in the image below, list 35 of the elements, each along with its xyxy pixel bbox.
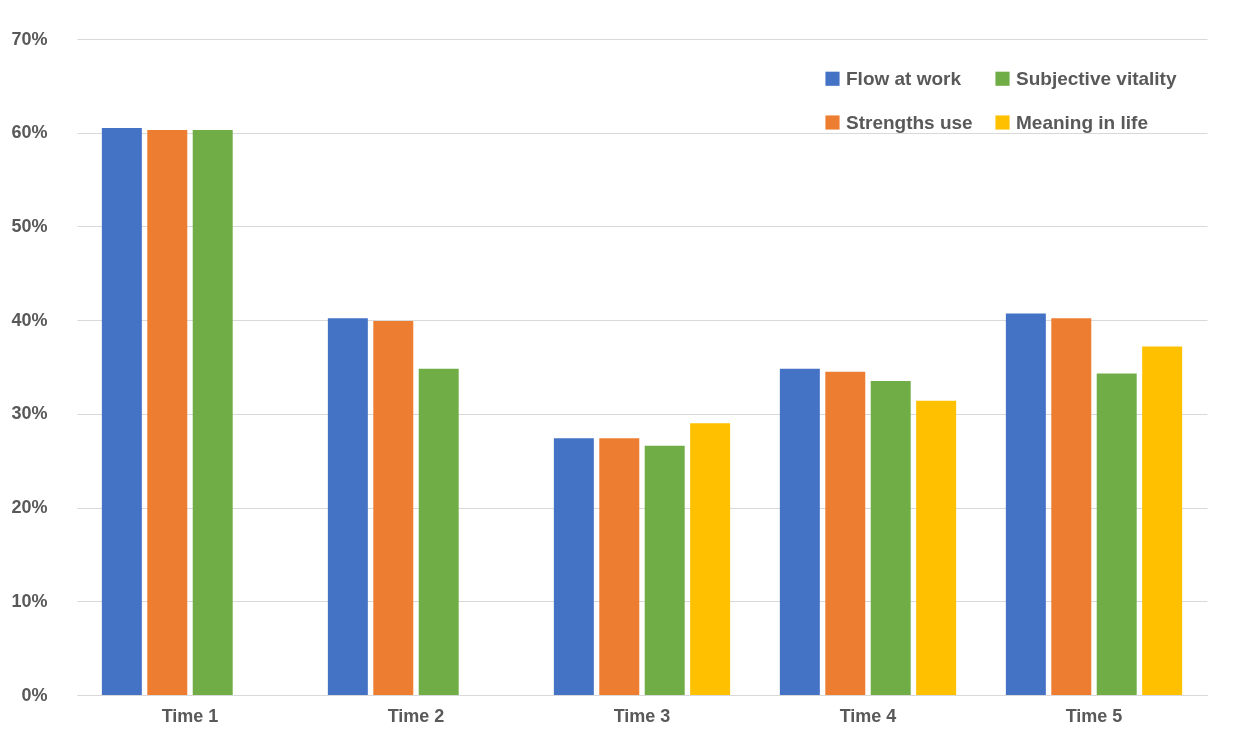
bar (599, 438, 640, 695)
legend-label: Subjective vitality (1016, 67, 1177, 89)
bar (192, 129, 233, 695)
bar (327, 318, 368, 695)
y-tick-label: 20% (11, 497, 48, 518)
x-tick-label: Time 1 (161, 705, 219, 726)
bar (1142, 346, 1183, 695)
bar (825, 371, 866, 695)
x-tick-label: Time 4 (839, 705, 897, 726)
y-tick-label: 10% (11, 590, 48, 611)
bar (870, 381, 911, 695)
legend-label: Strengths use (846, 111, 973, 133)
x-tick-label: Time 5 (1065, 705, 1123, 726)
bar (779, 368, 820, 695)
legend-label: Meaning in life (1016, 111, 1148, 133)
bar (1005, 313, 1046, 695)
y-tick-label: 0% (21, 684, 48, 705)
bar (1051, 318, 1092, 695)
bar (644, 445, 685, 695)
y-tick-label: 40% (11, 309, 48, 330)
bar (418, 368, 459, 695)
legend-label: Flow at work (846, 67, 962, 89)
bar (373, 321, 414, 695)
bar (1096, 373, 1137, 695)
bar (147, 129, 188, 695)
bar (553, 438, 594, 695)
x-tick-label: Time 3 (613, 705, 671, 726)
bar (916, 400, 957, 695)
x-tick-label: Time 2 (387, 705, 445, 726)
bar (690, 423, 731, 695)
y-tick-label: 60% (11, 122, 48, 143)
bar (101, 128, 142, 695)
y-tick-label: 70% (11, 28, 48, 49)
y-tick-label: 30% (11, 403, 48, 424)
y-tick-label: 50% (11, 215, 48, 236)
